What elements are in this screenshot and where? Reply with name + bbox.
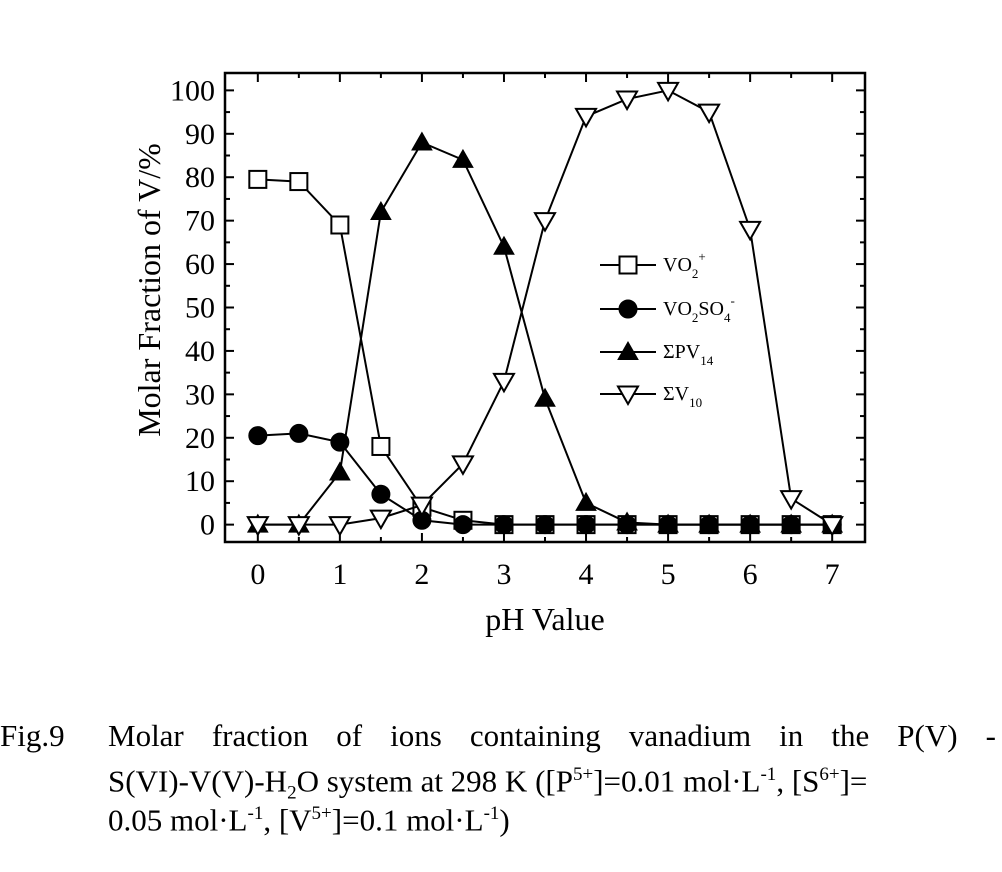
x-tick-label: 0 bbox=[250, 558, 265, 591]
data-point bbox=[739, 513, 761, 533]
data-point bbox=[330, 215, 350, 235]
legend-marker bbox=[616, 385, 640, 407]
data-point bbox=[616, 511, 638, 531]
data-point bbox=[657, 513, 679, 533]
data-point bbox=[369, 509, 393, 531]
data-point bbox=[534, 387, 556, 407]
legend-marker bbox=[618, 255, 638, 275]
data-point bbox=[780, 513, 803, 533]
y-tick-label: 100 bbox=[170, 74, 215, 107]
data-point bbox=[656, 81, 680, 103]
plot-frame bbox=[223, 71, 867, 544]
data-point bbox=[287, 516, 311, 537]
legend-item: VO2+ bbox=[600, 249, 706, 281]
y-tick-label: 20 bbox=[185, 422, 215, 455]
data-point bbox=[576, 515, 596, 535]
legend-marker bbox=[617, 340, 639, 360]
data-point bbox=[248, 426, 268, 446]
data-point bbox=[248, 169, 268, 189]
y-tick-label: 80 bbox=[185, 161, 215, 194]
data-point bbox=[371, 436, 391, 456]
caption-word: P(V) bbox=[897, 718, 958, 753]
x-tick-label: 3 bbox=[496, 558, 511, 591]
legend-item: VO2SO4- bbox=[600, 293, 735, 325]
y-tick-label: 90 bbox=[185, 118, 215, 151]
y-tick-label: 30 bbox=[185, 378, 215, 411]
series-line bbox=[257, 141, 833, 526]
y-tick-label: 0 bbox=[200, 509, 215, 542]
data-point bbox=[411, 131, 433, 151]
data-point bbox=[452, 148, 474, 168]
caption-word: vanadium bbox=[628, 718, 752, 753]
caption-line-3: 0.05 mol·L-1, [V5+]=0.1 mol·L-1) bbox=[108, 802, 510, 838]
series-line bbox=[257, 89, 833, 526]
series-4 bbox=[246, 81, 844, 537]
legend-label: VO2SO4- bbox=[663, 293, 735, 325]
data-point bbox=[328, 516, 352, 537]
figure-caption: Fig.9 Molar fraction of ions containing vanad… bbox=[0, 716, 1002, 837]
legend-item: ΣPV14 bbox=[600, 340, 714, 368]
legend-item: ΣV10 bbox=[600, 383, 702, 410]
y-tick-label: 60 bbox=[185, 248, 215, 281]
data-point bbox=[535, 515, 555, 535]
y-tick-label: 50 bbox=[185, 292, 215, 325]
data-point bbox=[574, 107, 598, 129]
data-point bbox=[779, 490, 803, 511]
data-point bbox=[493, 235, 515, 255]
x-tick-label: 5 bbox=[661, 558, 676, 591]
y-tick-label: 40 bbox=[185, 335, 215, 368]
data-point bbox=[289, 172, 309, 192]
x-tick-label: 6 bbox=[743, 558, 758, 591]
series-layer bbox=[246, 81, 844, 537]
x-tick-label: 4 bbox=[579, 558, 594, 591]
legend: VO2+ VO2SO4- ΣPV14 ΣV10 bbox=[600, 249, 735, 410]
data-point bbox=[698, 513, 720, 533]
data-point bbox=[615, 90, 639, 112]
data-point bbox=[371, 484, 391, 504]
data-point bbox=[494, 515, 514, 535]
caption-word: fraction bbox=[211, 718, 309, 753]
x-tick-label: 7 bbox=[825, 558, 840, 591]
caption-word: - bbox=[985, 718, 996, 753]
data-point bbox=[697, 103, 721, 125]
data-point bbox=[453, 515, 473, 535]
data-point bbox=[246, 516, 270, 537]
data-point bbox=[533, 212, 557, 233]
x-axis-title: pH Value bbox=[485, 601, 604, 637]
caption-word: the bbox=[831, 718, 870, 753]
plot-area bbox=[223, 71, 867, 544]
caption-word: ions bbox=[390, 718, 442, 753]
caption-line-2: S(VI)-V(V)-H2O system at 298 K ([P5+]=0.… bbox=[108, 763, 868, 804]
caption-word: containing bbox=[469, 718, 601, 753]
data-point bbox=[492, 372, 516, 394]
y-tick-label: 70 bbox=[185, 205, 215, 238]
data-point bbox=[329, 461, 351, 481]
caption-word: in bbox=[779, 718, 804, 753]
caption-word: Molar bbox=[108, 718, 184, 753]
series-3 bbox=[246, 131, 844, 533]
x-tick-label: 1 bbox=[332, 558, 347, 591]
data-point bbox=[451, 455, 475, 476]
data-point bbox=[820, 516, 844, 537]
caption-word: of bbox=[336, 718, 363, 753]
y-tick-label: 10 bbox=[185, 465, 215, 498]
data-point bbox=[575, 491, 597, 511]
data-point bbox=[370, 200, 392, 220]
caption-line-1: Molar fraction of ions containing vanadium in t… bbox=[108, 716, 996, 755]
caption-label: Fig.9 bbox=[0, 718, 65, 753]
legend-label: ΣPV14 bbox=[663, 341, 714, 368]
legend-label: VO2+ bbox=[663, 249, 706, 281]
legend-marker bbox=[618, 299, 638, 319]
y-axis-title: Molar Fraction of V/% bbox=[131, 143, 167, 437]
x-tick-label: 2 bbox=[414, 558, 429, 591]
data-point bbox=[289, 423, 309, 443]
legend-label: ΣV10 bbox=[663, 383, 702, 410]
data-point bbox=[410, 496, 434, 518]
data-point bbox=[738, 220, 762, 242]
